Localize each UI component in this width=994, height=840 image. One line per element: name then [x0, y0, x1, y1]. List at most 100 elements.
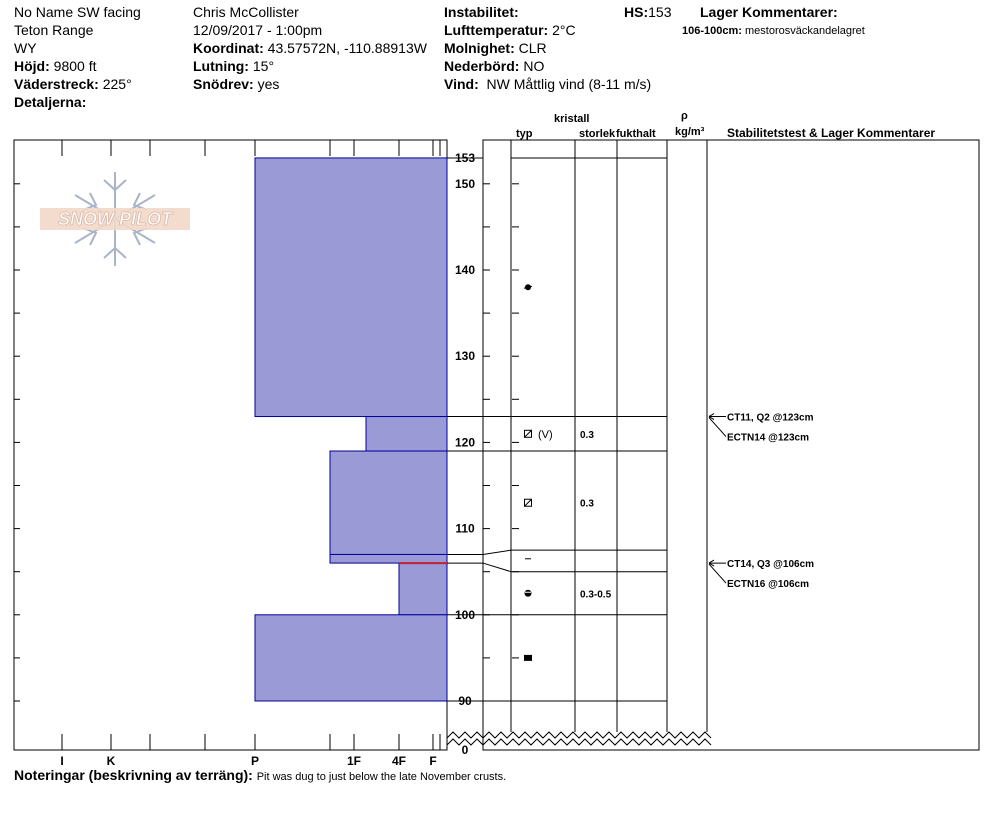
- observer: Chris McCollister: [193, 4, 299, 20]
- crystal-size-label: 0.3: [580, 499, 594, 510]
- hardness-axis: I K P 1F 4F F: [60, 140, 441, 768]
- layer-comment-range: 106-100cm:: [682, 25, 742, 37]
- wind-value: NW Måttlig vind (8-11 m/s): [486, 76, 652, 92]
- stability-tests: CT11, Q2 @123cm ECTN14 @123cm CT14, Q3 @10…: [708, 413, 814, 590]
- slope-label: Lutning:: [193, 58, 249, 74]
- stability-result: CT11, Q2 @123cm: [727, 413, 814, 424]
- hardness-tick-label: P: [251, 754, 259, 768]
- drift-value: yes: [257, 76, 280, 92]
- hardness-tick-label: 4F: [392, 754, 406, 768]
- col-moisture: fukthalt: [616, 128, 656, 140]
- height-label: 130: [455, 349, 475, 363]
- col-stability: Stabilitetstest & Lager Kommentarer: [727, 126, 936, 140]
- col-rho: ρ: [681, 110, 688, 122]
- col-density-unit: kg/m³: [675, 126, 705, 138]
- crystal-size-label: 0.3: [580, 430, 594, 441]
- hs-label: HS:: [624, 4, 649, 20]
- layer-comment: 106-100cm: mestorosväckandelagret: [682, 23, 865, 39]
- datetime: 12/09/2017 - 1:00pm: [193, 22, 323, 38]
- wind: Vind: NW Måttlig vind (8-11 m/s): [444, 76, 651, 92]
- air-temp: Lufttemperatur: 2°C: [444, 22, 576, 38]
- hardness-layer: [329, 553, 448, 564]
- sky-value: CLR: [518, 40, 547, 56]
- airtemp-value: 2°C: [552, 22, 576, 38]
- height-label: 150: [455, 177, 475, 191]
- slope: Lutning: 15°: [193, 58, 274, 74]
- boundary-connector: [447, 562, 512, 573]
- elevation: Höjd: 9800 ft: [14, 58, 96, 74]
- logo-band: [40, 208, 190, 230]
- faceted-round-icon: [524, 498, 532, 507]
- boundary-connector: [447, 549, 512, 555]
- arrow-head-icon: [708, 559, 715, 567]
- col-type: typ: [516, 128, 533, 140]
- notes: Noteringar (beskrivning av terräng): Pit…: [14, 767, 506, 785]
- hardness-tick-label: 1F: [347, 754, 361, 768]
- stability-arrow: [708, 417, 727, 437]
- stability-result: CT14, Q3 @106cm: [727, 559, 814, 570]
- coord-label: Koordinat:: [193, 40, 264, 56]
- precip-value: NO: [523, 58, 545, 74]
- melt-freeze-icon: [524, 589, 532, 597]
- hs: HS:153: [624, 4, 671, 20]
- hardness-layers: [254, 157, 448, 702]
- precip-label: Nederbörd:: [444, 58, 520, 74]
- stability-result: ECTN14 @123cm: [727, 433, 809, 444]
- crystal-extra-label: (V): [538, 429, 553, 441]
- col-crystal: kristall: [554, 113, 590, 125]
- state: WY: [14, 40, 37, 56]
- logo-text: SNOW PILOT: [58, 209, 174, 229]
- faceted-round-icon: [524, 429, 532, 438]
- layer-comment-text: mestorosväckandelagret: [745, 25, 865, 37]
- slope-value: 15°: [252, 58, 275, 74]
- drift: Snödrev: yes: [193, 76, 279, 92]
- coordinates: Koordinat: 43.57572N, -110.88913W: [193, 40, 427, 56]
- hardness-layer: [254, 614, 448, 702]
- sky-label: Molnighet:: [444, 40, 515, 56]
- wind-label: Vind:: [444, 76, 479, 92]
- description-columns: [446, 140, 712, 746]
- height-label: 110: [455, 522, 475, 536]
- hardness-layer: [329, 450, 448, 555]
- graupel-icon-stroke: [523, 285, 533, 289]
- faceted-round-icon-stroke: [524, 498, 532, 507]
- height-label: 120: [455, 435, 475, 449]
- height-label: 0: [462, 743, 469, 757]
- precip: Nederbörd: NO: [444, 58, 544, 74]
- col-size: storlek: [579, 128, 616, 140]
- faceted-round-icon-stroke: [524, 429, 532, 438]
- hardness-layer: [365, 416, 448, 452]
- aspect-label: Väderstreck:: [14, 76, 99, 92]
- stability-arrow: [708, 563, 727, 584]
- hardness-tick-label: I: [60, 754, 63, 768]
- range: Teton Range: [14, 22, 94, 38]
- height-label: 140: [455, 263, 475, 277]
- hs-value: 153: [648, 4, 672, 20]
- description-frame: [482, 139, 980, 751]
- details-label: Detaljerna:: [14, 94, 87, 110]
- location: No Name SW facing: [14, 4, 141, 20]
- elevation-value: 9800 ft: [53, 58, 97, 74]
- drift-label: Snödrev:: [193, 76, 254, 92]
- notes-value: Pit was dug to just below the late Novem…: [256, 771, 507, 783]
- axis-break-line: [446, 731, 712, 739]
- airtemp-label: Lufttemperatur:: [444, 22, 549, 38]
- crystal-size-label: 0.3-0.5: [580, 589, 612, 600]
- hardness-tick-label: F: [429, 754, 436, 768]
- melt-freeze-crust-icon: [524, 654, 532, 661]
- notes-label: Noteringar (beskrivning av terräng):: [14, 767, 253, 783]
- elevation-label: Höjd:: [14, 58, 50, 74]
- arrow-head-icon: [708, 413, 715, 420]
- aspect-value: 225°: [102, 76, 132, 92]
- crystal-layers: (V) 0.3 0.3 0.3-0.5: [447, 157, 667, 702]
- hardness-layer: [398, 562, 448, 616]
- coord-value: 43.57572N, -110.88913W: [267, 40, 427, 56]
- hardness-tick-label: K: [107, 754, 116, 768]
- layer-comments-label: Lager Kommentarer:: [700, 4, 838, 20]
- sky: Molnighet: CLR: [444, 40, 547, 56]
- hardness-layer: [254, 157, 448, 418]
- instability-label: Instabilitet:: [444, 4, 519, 20]
- stability-result: ECTN16 @106cm: [727, 579, 809, 590]
- aspect: Väderstreck: 225°: [14, 76, 132, 92]
